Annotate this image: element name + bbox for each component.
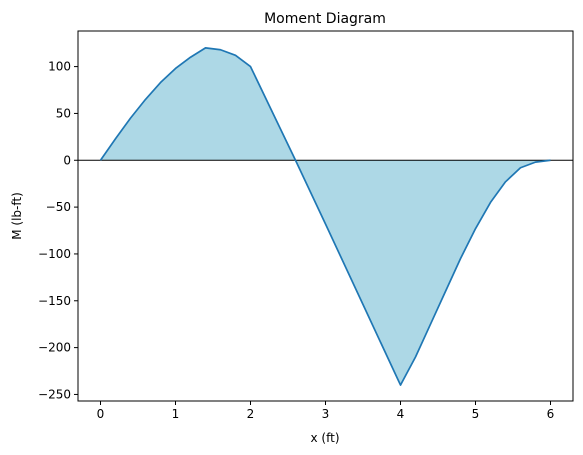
y-tick-label: −100 bbox=[38, 247, 71, 261]
moment-series-line bbox=[99, 47, 551, 386]
x-tick-label: 2 bbox=[247, 407, 255, 421]
y-tick-label: −50 bbox=[46, 200, 71, 214]
x-tick-label: 5 bbox=[472, 407, 480, 421]
y-tick-label: −250 bbox=[38, 387, 71, 401]
plot-area bbox=[78, 47, 573, 386]
y-tick-label: 100 bbox=[48, 60, 71, 74]
y-tick-label: −200 bbox=[38, 341, 71, 355]
y-tick-label: 50 bbox=[56, 106, 71, 120]
y-tick-label: −150 bbox=[38, 294, 71, 308]
x-axis: 0 1 2 3 4 5 6 bbox=[97, 401, 555, 421]
x-tick-label: 6 bbox=[547, 407, 555, 421]
x-tick-label: 3 bbox=[322, 407, 330, 421]
x-axis-label: x (ft) bbox=[311, 431, 340, 445]
y-axis-label: M (lb-ft) bbox=[10, 192, 24, 240]
y-axis: 100 50 0 −50 −100 −150 −200 −250 bbox=[38, 60, 78, 401]
chart-title: Moment Diagram bbox=[264, 11, 386, 27]
x-tick-label: 4 bbox=[397, 407, 405, 421]
x-tick-label: 1 bbox=[172, 407, 180, 421]
moment-fill-area bbox=[100, 47, 551, 386]
y-tick-label: 0 bbox=[63, 153, 71, 167]
x-tick-label: 0 bbox=[97, 407, 105, 421]
